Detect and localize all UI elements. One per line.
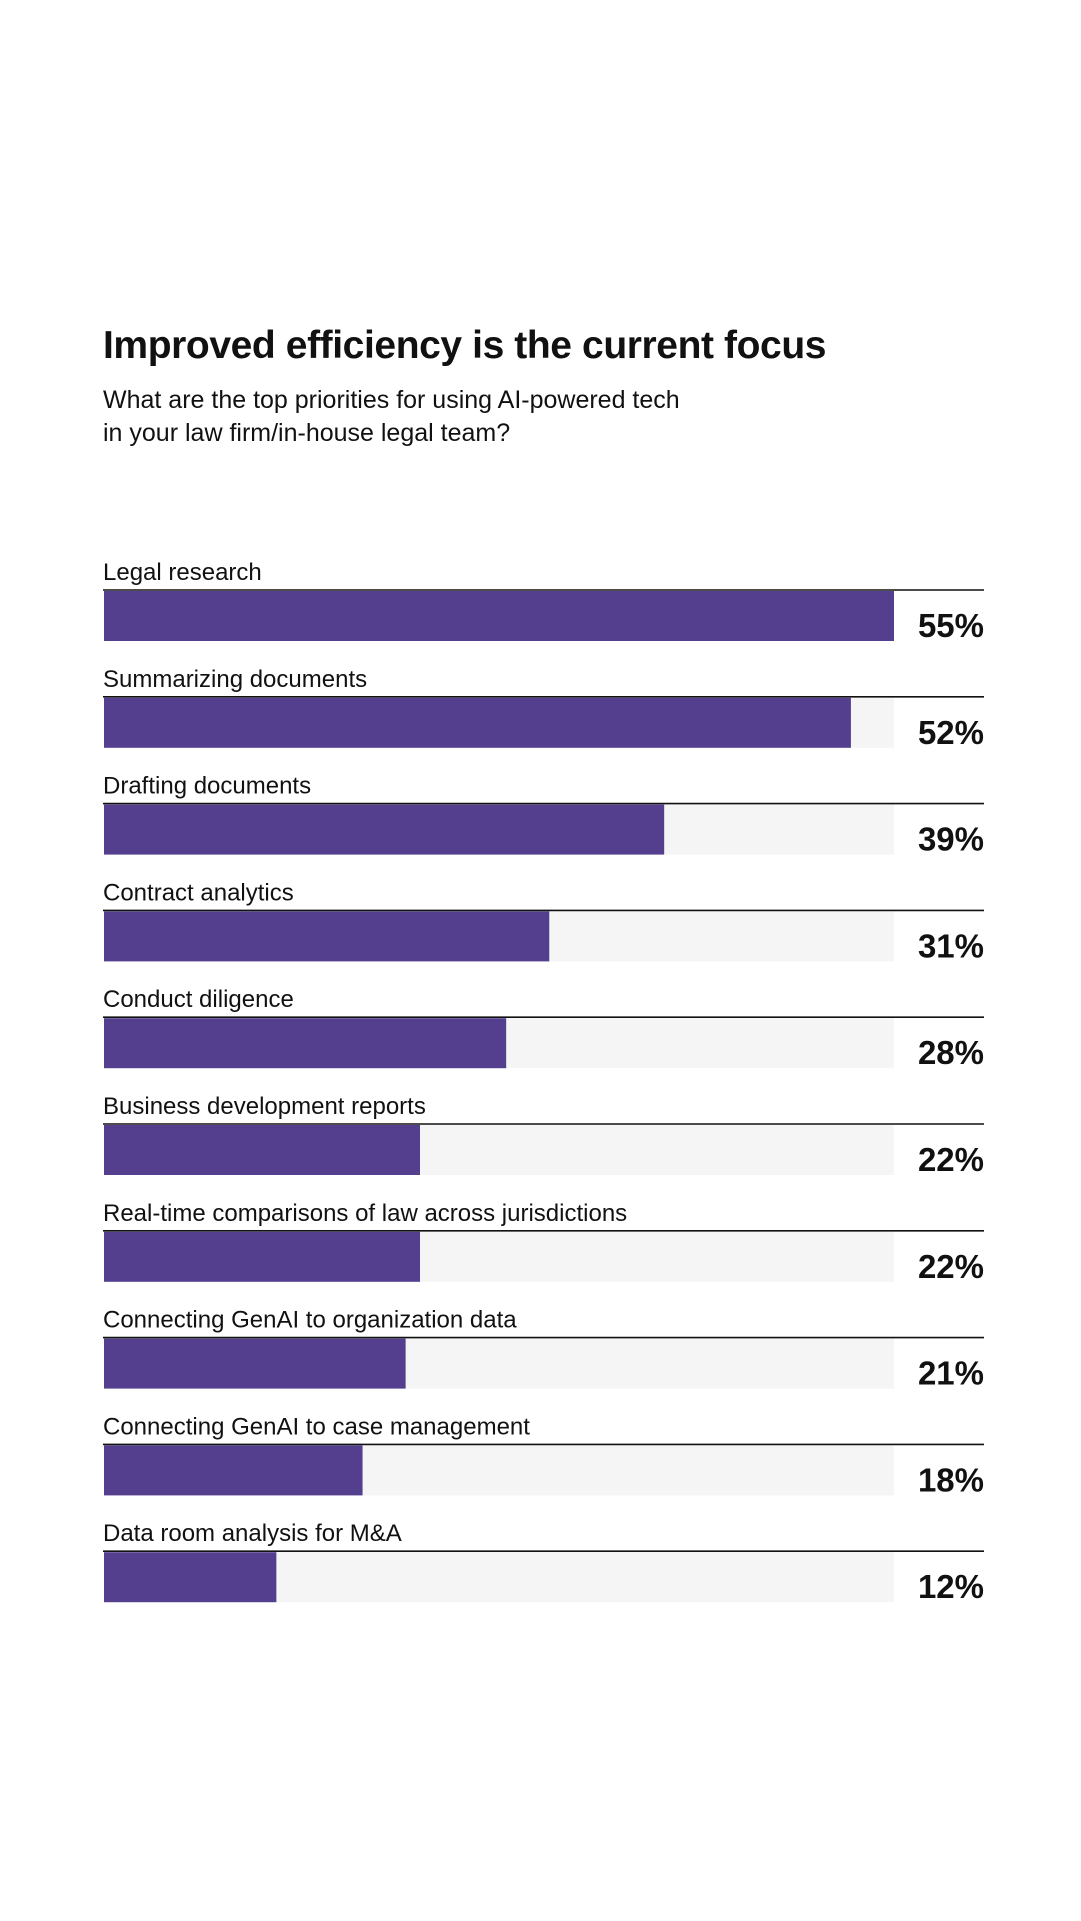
chart-subtitle-line-2: in your law firm/in-house legal team? xyxy=(103,419,511,447)
bar xyxy=(104,911,550,962)
bar-value-label: 18% xyxy=(918,1461,984,1498)
bar-category-label: Data room analysis for M&A xyxy=(103,1520,402,1547)
bar-category-label: Real-time comparisons of law across juri… xyxy=(103,1200,627,1227)
bar xyxy=(104,1552,277,1603)
bar-value-label: 52% xyxy=(918,714,984,751)
bar xyxy=(104,1125,420,1175)
bar-value-label: 28% xyxy=(918,1034,984,1071)
bar-category-label: Business development reports xyxy=(103,1093,426,1120)
bar xyxy=(104,804,665,855)
bar xyxy=(104,697,851,748)
bar-category-label: Conduct diligence xyxy=(103,986,294,1013)
bar-value-label: 39% xyxy=(918,821,984,858)
bar-value-label: 55% xyxy=(918,607,984,644)
bar-category-label: Drafting documents xyxy=(103,773,311,800)
bar-category-label: Legal research xyxy=(103,559,262,586)
bar-category-label: Connecting GenAI to organization data xyxy=(103,1307,517,1334)
chart-subtitle: What are the top priorities for using AI… xyxy=(103,384,983,450)
chart-title: Improved efficiency is the current focus xyxy=(103,324,827,367)
bar xyxy=(104,1231,420,1282)
bar-category-label: Contract analytics xyxy=(103,879,294,906)
chart-subtitle-line-1: What are the top priorities for using AI… xyxy=(103,386,680,414)
bar xyxy=(104,1445,363,1496)
bar-value-label: 21% xyxy=(918,1355,984,1392)
bar-value-label: 12% xyxy=(918,1568,984,1605)
bar-value-label: 22% xyxy=(918,1248,984,1285)
bar-category-label: Summarizing documents xyxy=(103,666,367,693)
bar xyxy=(104,1338,406,1389)
bar-category-label: Connecting GenAI to case management xyxy=(103,1413,530,1440)
bar xyxy=(104,591,894,641)
bar xyxy=(104,1018,507,1069)
bar-value-label: 31% xyxy=(918,927,984,964)
bar-value-label: 22% xyxy=(918,1141,984,1178)
chart-header: Improved efficiency is the current focus… xyxy=(103,322,983,450)
